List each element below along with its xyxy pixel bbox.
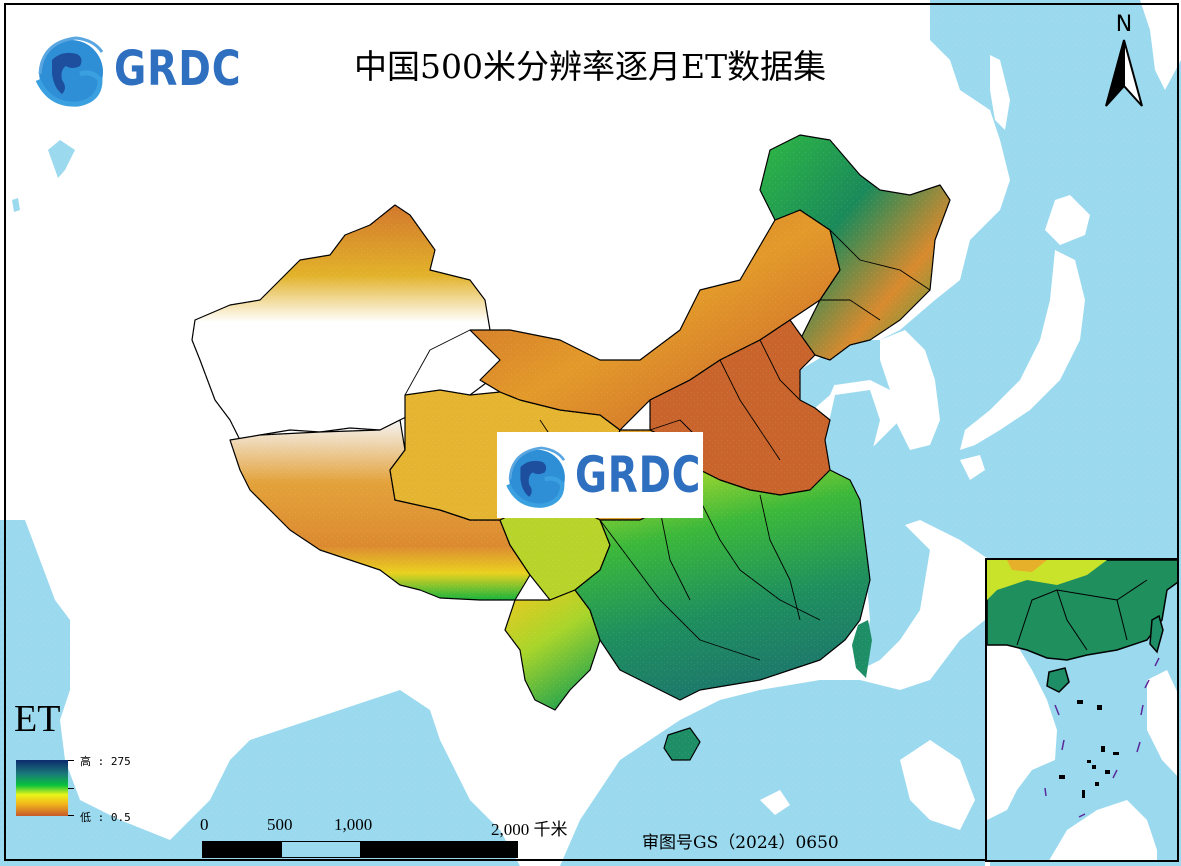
- legend-title: ET: [14, 698, 61, 740]
- logo-text: GRDC: [575, 446, 702, 504]
- north-label: N: [1115, 12, 1133, 37]
- legend-tick-mid: [68, 788, 74, 789]
- scale-bar-segments: [202, 841, 518, 858]
- globe-logo-icon: [32, 30, 110, 108]
- scale-segment-2: [281, 842, 360, 857]
- legend: ET 高 : 275 低 : 0.5: [14, 698, 131, 824]
- scale-segment-3: [360, 842, 517, 857]
- north-arrow: N: [1100, 14, 1148, 114]
- map-title: 中国500米分辨率逐月ET数据集: [354, 47, 827, 86]
- grdc-logo-top: GRDC: [32, 30, 269, 108]
- grdc-logo-watermark: GRDC: [497, 432, 703, 518]
- scale-label-0: 0: [200, 815, 209, 834]
- scale-label-500: 500: [267, 815, 293, 834]
- globe-logo-icon: [503, 441, 571, 509]
- legend-color-ramp: [16, 760, 68, 816]
- scale-label-1000: 1,000: [334, 815, 373, 834]
- legend-tick-low: [68, 815, 74, 816]
- legend-low-label: 低 : 0.5: [80, 811, 131, 824]
- logo-text: GRDC: [114, 41, 242, 97]
- scale-segment-1: [203, 842, 282, 857]
- legend-tick-high: [68, 760, 74, 761]
- scale-label-2000: 2,000 千米: [491, 820, 568, 839]
- south-china-sea-inset: [985, 558, 1179, 862]
- legend-high-label: 高 : 275: [80, 755, 131, 768]
- map-approval-number: 审图号GS（2024）0650: [642, 833, 839, 853]
- north-arrow-icon: [1100, 36, 1148, 108]
